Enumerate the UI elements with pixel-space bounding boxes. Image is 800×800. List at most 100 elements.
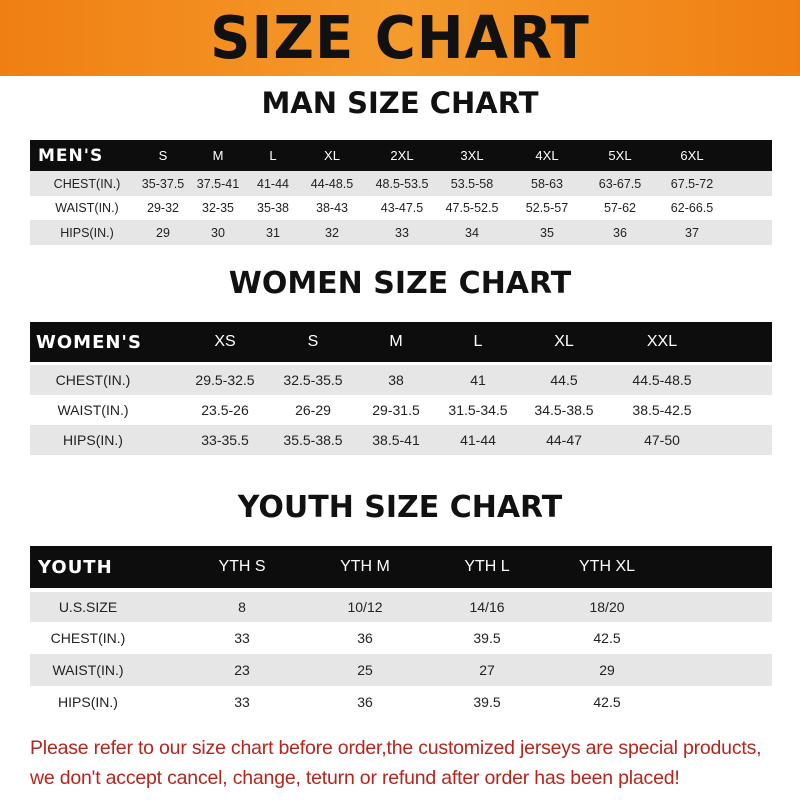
table-row: CHEST(IN.) 33 36 39.5 42.5 <box>30 622 772 654</box>
size-value: 32 <box>325 225 339 240</box>
order-notice: Please refer to our size chart before or… <box>30 733 790 793</box>
size-value: 30 <box>211 225 225 240</box>
size-header: XS <box>214 333 236 350</box>
size-value: 29 <box>599 662 615 678</box>
size-value: 36 <box>357 630 373 646</box>
size-value: 52.5-57 <box>525 201 569 215</box>
measure-label: WAIST(IN.) <box>57 402 129 418</box>
table-label: MEN'S <box>38 145 104 166</box>
size-value: 26-29 <box>295 402 331 418</box>
banner: SIZE CHART <box>0 0 800 76</box>
size-value: 35.5-38.5 <box>283 432 343 448</box>
size-value: 32-35 <box>202 201 234 215</box>
size-value: 32.5-35.5 <box>283 372 343 388</box>
size-value: 31 <box>266 225 280 240</box>
size-value: 42.5 <box>593 630 621 646</box>
size-header: XXL <box>646 333 678 350</box>
size-header: 4XL <box>535 148 559 163</box>
youth-size-table: YOUTH YTH S YTH M YTH L YTH XL U.S.SIZE 8 10/12… <box>30 546 772 718</box>
size-header: XL <box>324 148 340 163</box>
measure-label: HIPS(IN.) <box>63 432 123 448</box>
table-label: WOMEN'S <box>36 331 142 353</box>
size-value: 37 <box>685 225 699 240</box>
size-value: 36 <box>613 225 627 240</box>
size-header: YTH S <box>218 558 266 575</box>
size-value: 33 <box>395 225 409 240</box>
size-value: 44-48.5 <box>310 176 354 191</box>
size-value: 39.5 <box>473 694 501 710</box>
women-size-table: WOMEN'S XS S M L XL XXL CHEST(IN.) 29.5-32.5 32.5… <box>30 322 772 455</box>
size-value: 25 <box>357 662 373 678</box>
notice-line-2: we don't accept cancel, change, teturn o… <box>30 767 680 789</box>
youth-title: YOUTH SIZE CHART <box>237 490 563 525</box>
notice-line-1: Please refer to our size chart before or… <box>30 737 762 759</box>
table-row: HIPS(IN.) 33 36 39.5 42.5 <box>30 686 772 718</box>
measure-label: HIPS(IN.) <box>58 694 118 710</box>
size-header: 5XL <box>608 148 632 163</box>
size-value: 35-38 <box>257 201 289 215</box>
size-value: 38-43 <box>316 201 348 215</box>
measure-label: U.S.SIZE <box>58 599 118 615</box>
size-value: 47-50 <box>644 432 680 448</box>
size-value: 39.5 <box>473 630 501 646</box>
size-value: 37.5-41 <box>196 176 240 191</box>
men-title: MAN SIZE CHART <box>261 86 539 120</box>
size-value: 29.5-32.5 <box>195 372 255 388</box>
measure-label: CHEST(IN.) <box>50 630 126 646</box>
measure-label: CHEST(IN.) <box>55 372 131 388</box>
men-size-table: MEN'S S M L XL 2XL 3XL 4XL 5XL 6XL CHEST(IN.) 35-37… <box>30 140 772 245</box>
size-value: 38 <box>388 372 404 388</box>
size-value: 63-67.5 <box>598 176 642 191</box>
size-value: 35-37.5 <box>141 176 185 191</box>
size-value: 43-47.5 <box>380 201 424 215</box>
size-header: XL <box>554 333 574 350</box>
size-value: 27 <box>479 662 495 678</box>
size-value: 38.5-42.5 <box>632 402 692 418</box>
size-value: 62-66.5 <box>670 201 714 215</box>
size-header: YTH L <box>464 558 510 575</box>
size-value: 58-63 <box>531 176 563 191</box>
table-row: WAIST(IN.) 23 25 27 29 <box>30 654 772 686</box>
table-label: YOUTH <box>38 556 113 578</box>
size-header: YTH M <box>340 558 390 575</box>
size-header: YTH XL <box>578 558 636 575</box>
size-value: 34.5-38.5 <box>534 402 594 418</box>
size-header: 3XL <box>460 148 484 163</box>
size-value: 33-35.5 <box>201 432 249 448</box>
size-value: 53.5-58 <box>450 176 494 191</box>
size-value: 57-62 <box>604 201 636 215</box>
measure-label: HIPS(IN.) <box>60 225 114 240</box>
size-value: 29-31.5 <box>372 402 420 418</box>
size-header: 6XL <box>680 148 704 163</box>
measure-label: WAIST(IN.) <box>52 662 124 678</box>
size-header: L <box>269 148 277 163</box>
size-value: 41-44 <box>460 432 496 448</box>
size-value: 29-32 <box>147 201 179 215</box>
women-title: WOMEN SIZE CHART <box>228 266 572 301</box>
size-value: 33 <box>234 694 250 710</box>
size-value: 14/16 <box>469 599 505 615</box>
table-row: CHEST(IN.) 35-37.5 37.5-41 41-44 44-48.5 48.5… <box>30 171 772 196</box>
size-value: 44.5 <box>550 372 578 388</box>
table-row: WAIST(IN.) 23.5-26 26-29 29-31.5 31.5-34.5 34… <box>30 395 772 425</box>
size-value: 35 <box>540 225 554 240</box>
size-value: 44.5-48.5 <box>632 372 692 388</box>
size-value: 41 <box>470 372 486 388</box>
size-header: L <box>473 333 483 350</box>
banner-title: SIZE CHART <box>210 3 590 73</box>
table-row: HIPS(IN.) 33-35.5 35.5-38.5 38.5-41 41-44 44-… <box>30 425 772 455</box>
size-value: 18/20 <box>589 599 625 615</box>
size-value: 42.5 <box>593 694 621 710</box>
table-row: WAIST(IN.) 29-32 32-35 35-38 38-43 43-47.5 47.… <box>30 196 772 220</box>
measure-label: CHEST(IN.) <box>53 176 121 191</box>
size-header: M <box>389 333 403 350</box>
table-row: U.S.SIZE 8 10/12 14/16 18/20 <box>30 592 772 622</box>
header-row: WOMEN'S XS S M L XL XXL <box>30 322 772 362</box>
size-value: 23.5-26 <box>201 402 249 418</box>
size-value: 23 <box>234 662 250 678</box>
header-row: YOUTH YTH S YTH M YTH L YTH XL <box>30 546 772 588</box>
size-value: 8 <box>238 599 246 615</box>
size-value: 67.5-72 <box>670 176 714 191</box>
size-value: 36 <box>357 694 373 710</box>
size-value: 44-47 <box>546 432 582 448</box>
